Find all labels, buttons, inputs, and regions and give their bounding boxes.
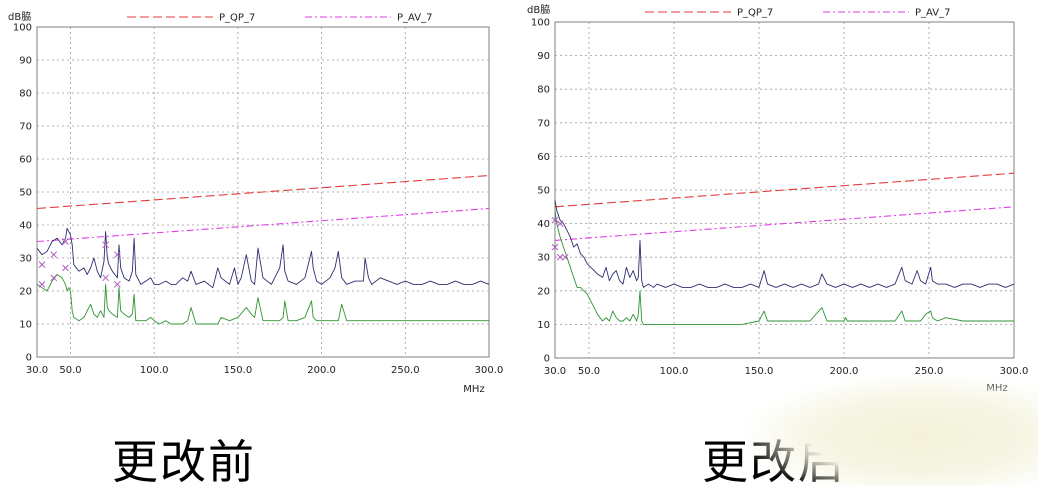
y-tick-label: 30 xyxy=(537,253,550,264)
marker-stroke xyxy=(62,264,69,272)
series-line-3 xyxy=(36,274,489,325)
marker-x xyxy=(556,220,564,227)
y-tick-label: 60 xyxy=(19,155,32,166)
chart-before-svg: 0 10 20 30 40 50 60 70 80 90 100 30.0 50.0 100.0 150.0… xyxy=(8,11,504,395)
marker-x xyxy=(38,281,46,288)
x-axis-label: MHz xyxy=(463,384,484,395)
series-line-3 xyxy=(554,210,1014,325)
y-tick-label: 100 xyxy=(13,23,32,34)
y-tick-label: 60 xyxy=(537,152,550,163)
y-tick-label: 80 xyxy=(537,85,550,96)
series-line-1 xyxy=(554,206,1015,241)
marker-x xyxy=(556,253,564,261)
y-axis-label: dB脇 xyxy=(527,4,550,16)
marker-stroke xyxy=(551,216,559,224)
legend-label: P_QP_7 xyxy=(219,13,255,24)
y-tick-label: 40 xyxy=(19,221,32,232)
marker-x xyxy=(38,261,46,268)
x-tick-label: 50.0 xyxy=(59,365,81,376)
marker-stroke xyxy=(114,251,121,259)
marker-x xyxy=(114,251,121,259)
x-tick-label: 50.0 xyxy=(578,366,600,377)
y-tick-label: 40 xyxy=(537,219,550,230)
marker-x xyxy=(62,264,69,272)
marker-x xyxy=(50,274,58,282)
y-tick-label: 70 xyxy=(537,118,550,129)
y-tick-label: 70 xyxy=(19,122,32,133)
caption-before: 更改前 xyxy=(112,435,256,489)
marker-stroke xyxy=(551,243,559,251)
y-tick-label: 10 xyxy=(19,320,32,331)
x-tick-label: 200.0 xyxy=(307,365,336,376)
marker-x xyxy=(102,241,109,249)
x-tick-label: 30.0 xyxy=(544,366,566,377)
marker-stroke xyxy=(556,220,564,227)
y-tick-label: 20 xyxy=(19,287,32,298)
series-line-1 xyxy=(36,207,490,243)
marker-stroke xyxy=(556,253,564,261)
marker-stroke xyxy=(102,241,109,249)
series-line-0 xyxy=(36,174,490,210)
marker-x xyxy=(561,253,569,261)
marker-stroke xyxy=(38,261,46,268)
legend-label: P_QP_7 xyxy=(737,8,773,19)
y-axis-label: dB脇 xyxy=(8,11,31,23)
marker-stroke xyxy=(50,251,58,259)
y-tick-label: 100 xyxy=(531,18,550,29)
chart-before: 0 10 20 30 40 50 60 70 80 90 100 30.0 50.0 100.0 150.0… xyxy=(0,0,519,400)
marker-stroke xyxy=(561,253,569,261)
marker-x xyxy=(102,274,109,282)
y-tick-label: 90 xyxy=(537,51,550,62)
series-line-2 xyxy=(36,227,490,289)
x-tick-label: 250.0 xyxy=(915,366,944,377)
chart-after: 0 10 20 30 40 50 60 70 80 90 100 30.0 50.0 100.0 150.0… xyxy=(519,0,1038,400)
series-line-2 xyxy=(554,200,1015,288)
watermark-decoration xyxy=(748,376,1038,486)
legend-label: P_AV_7 xyxy=(397,13,432,24)
x-tick-label: 200.0 xyxy=(830,366,859,377)
y-tick-label: 50 xyxy=(19,188,32,199)
marker-x xyxy=(551,216,559,224)
x-tick-label: 100.0 xyxy=(660,366,689,377)
marker-stroke xyxy=(102,274,109,282)
marker-stroke xyxy=(50,274,58,282)
y-tick-label: 20 xyxy=(537,286,550,297)
x-tick-label: 30.0 xyxy=(26,365,48,376)
x-tick-label: 300.0 xyxy=(475,365,504,376)
x-tick-label: 250.0 xyxy=(391,365,420,376)
series-line-0 xyxy=(554,172,1015,208)
chart-after-svg: 0 10 20 30 40 50 60 70 80 90 100 30.0 50.0 100.0 150.0… xyxy=(527,4,1029,394)
y-tick-label: 30 xyxy=(19,254,32,265)
x-tick-label: 150.0 xyxy=(745,366,774,377)
marker-x xyxy=(114,281,121,288)
y-tick-label: 50 xyxy=(537,186,550,197)
marker-stroke xyxy=(38,281,46,288)
x-tick-label: 100.0 xyxy=(140,365,169,376)
legend-label: P_AV_7 xyxy=(915,8,950,19)
marker-stroke xyxy=(114,281,121,288)
x-tick-label: 150.0 xyxy=(224,365,253,376)
y-tick-label: 90 xyxy=(19,56,32,67)
y-tick-label: 80 xyxy=(19,89,32,100)
marker-x xyxy=(551,243,559,251)
marker-stroke xyxy=(62,238,69,245)
x-tick-label: 300.0 xyxy=(1000,366,1029,377)
y-tick-label: 0 xyxy=(26,353,32,364)
y-tick-label: 10 xyxy=(537,320,550,331)
y-tick-label: 0 xyxy=(544,354,550,365)
marker-x xyxy=(50,251,58,259)
marker-x xyxy=(62,238,69,245)
